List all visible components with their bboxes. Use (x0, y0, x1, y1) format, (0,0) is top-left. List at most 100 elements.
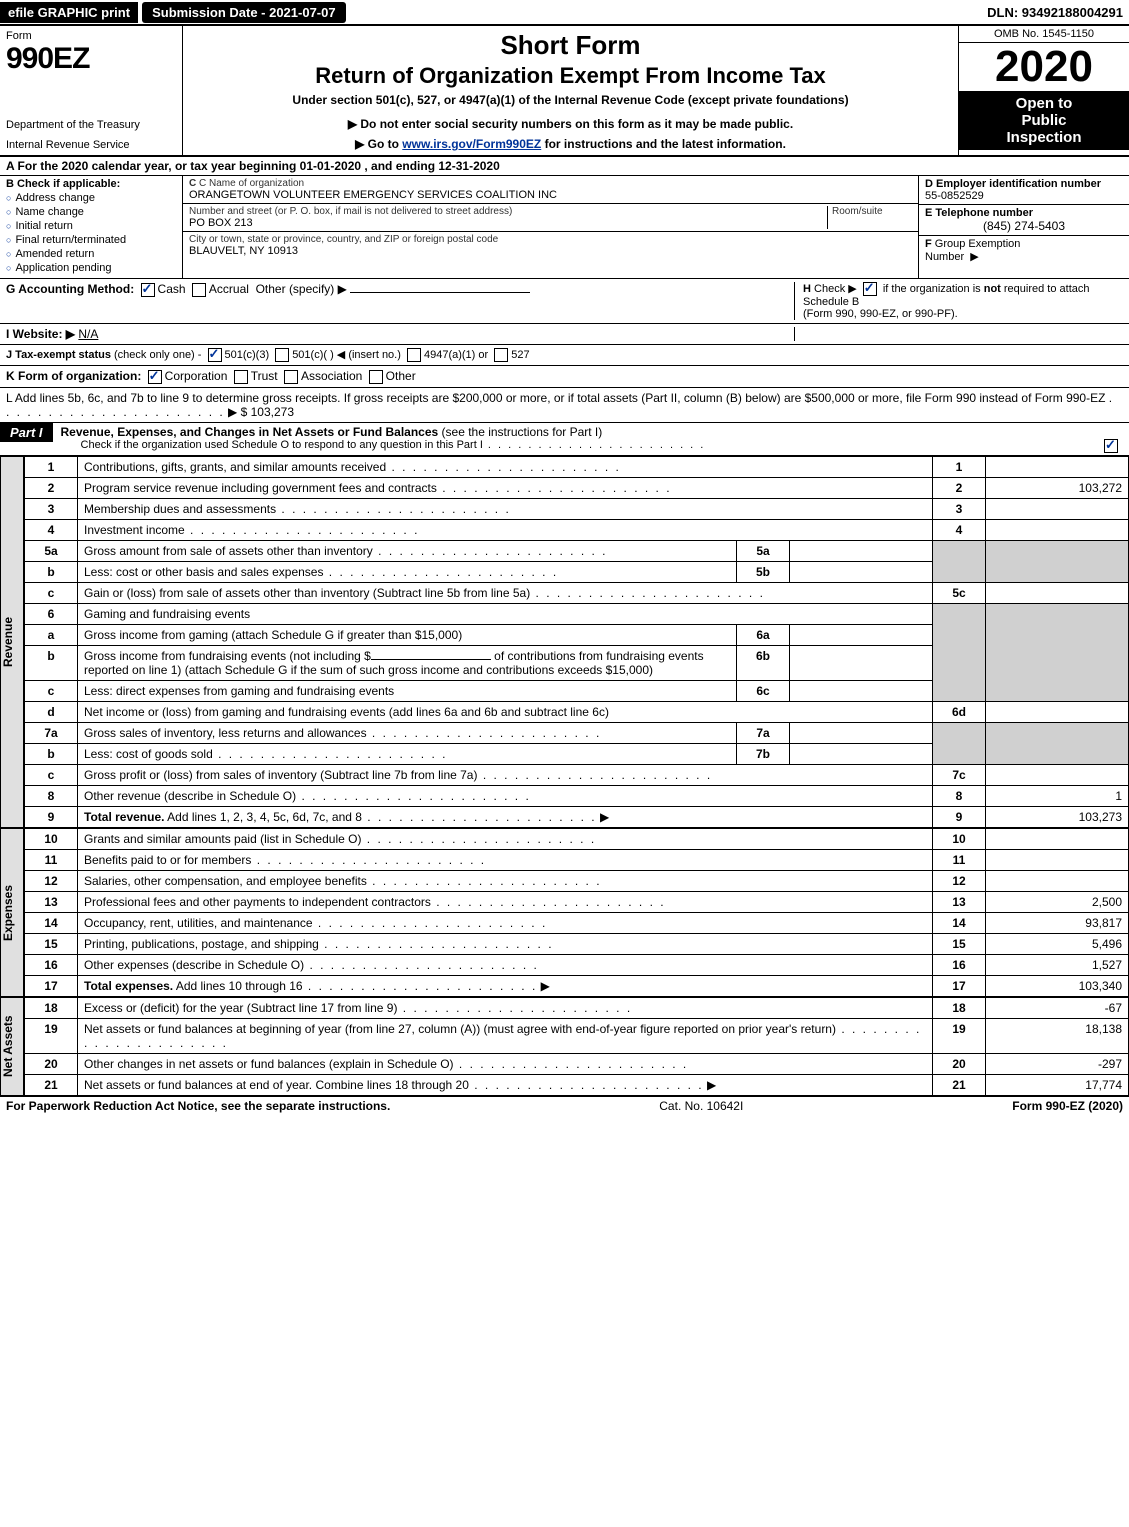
revenue-section: Revenue 1 Contributions, gifts, grants, … (0, 456, 1129, 828)
chk-527[interactable] (494, 348, 508, 362)
line-21: 21Net assets or fund balances at end of … (25, 1075, 1129, 1096)
netassets-section: Net Assets 18Excess or (deficit) for the… (0, 997, 1129, 1096)
part1-title: Revenue, Expenses, and Changes in Net As… (53, 423, 1129, 455)
form-header: Form 990EZ Department of the Treasury In… (0, 26, 1129, 157)
revenue-side-label: Revenue (0, 456, 24, 828)
inspection: Inspection (959, 129, 1129, 146)
line-7c: c Gross profit or (loss) from sales of i… (25, 765, 1129, 786)
j-checkonly: (check only one) - (114, 349, 204, 361)
i-label: I Website: ▶ (6, 327, 75, 341)
line-20: 20Other changes in net assets or fund ba… (25, 1054, 1129, 1075)
column-b: B Check if applicable: Address change Na… (0, 176, 183, 278)
other-label: Other (specify) ▶ (256, 282, 347, 296)
k-trust: Trust (251, 369, 278, 383)
line-3: 3 Membership dues and assessments 3 (25, 499, 1129, 520)
chk-trust[interactable] (234, 370, 248, 384)
chk-4947[interactable] (407, 348, 421, 362)
line-j: J Tax-exempt status (check only one) - 5… (0, 345, 1129, 366)
line-13: 13Professional fees and other payments t… (25, 892, 1129, 913)
d-label: D Employer identification number (925, 178, 1101, 190)
chk-application-pending[interactable]: Application pending (6, 262, 176, 274)
tel-value: (845) 274-5403 (925, 219, 1123, 233)
line-5a: 5a Gross amount from sale of assets othe… (25, 541, 1129, 562)
submission-date: Submission Date - 2021-07-07 (142, 2, 346, 23)
top-bar: efile GRAPHIC print Submission Date - 20… (0, 0, 1129, 26)
line-16: 16Other expenses (describe in Schedule O… (25, 955, 1129, 976)
open-to-public: Open to Public Inspection (959, 91, 1129, 150)
k-label: K Form of organization: (6, 369, 141, 383)
chk-part1-scheduleo[interactable] (1104, 439, 1118, 453)
cash-label: Cash (158, 282, 186, 296)
line-19: 19 Net assets or fund balances at beginn… (25, 1019, 1129, 1054)
ein-value: 55-0852529 (925, 190, 984, 202)
l-text: L Add lines 5b, 6c, and 7b to line 9 to … (6, 391, 1105, 405)
under-section: Under section 501(c), 527, or 4947(a)(1)… (191, 93, 950, 107)
chk-501c[interactable] (275, 348, 289, 362)
chk-other[interactable] (369, 370, 383, 384)
line-gh: G Accounting Method: Cash Accrual Other … (0, 279, 1129, 324)
form-label: Form (6, 30, 176, 42)
department: Department of the Treasury (6, 119, 176, 131)
chk-corp[interactable] (148, 370, 162, 384)
room-label: Room/suite (832, 206, 912, 217)
accrual-label: Accrual (209, 282, 249, 296)
efile-graphic-print: efile GRAPHIC print (0, 2, 138, 23)
open-to: Open to (959, 95, 1129, 112)
f-label: F Group ExemptionNumber ▶ (925, 238, 1020, 263)
h-text4: (Form 990, 990-EZ, or 990-PF). (803, 308, 958, 320)
public: Public (959, 112, 1129, 129)
chk-final-return[interactable]: Final return/terminated (6, 234, 176, 246)
goto-link[interactable]: www.irs.gov/Form990EZ (402, 137, 541, 151)
city-value: BLAUVELT, NY 10913 (189, 245, 912, 257)
chk-cash[interactable] (141, 283, 155, 297)
opt-501c3: 501(c)(3) (225, 349, 270, 361)
chk-address-change[interactable]: Address change (6, 192, 176, 204)
city-label: City or town, state or province, country… (189, 234, 912, 245)
chk-accrual[interactable] (192, 283, 206, 297)
chk-initial-return[interactable]: Initial return (6, 220, 176, 232)
goto-suffix: for instructions and the latest informat… (545, 137, 786, 151)
chk-501c3[interactable] (208, 348, 222, 362)
expenses-section: Expenses 10Grants and similar amounts pa… (0, 828, 1129, 997)
header-right: OMB No. 1545-1150 2020 Open to Public In… (959, 26, 1129, 155)
footer-right: Form 990-EZ (2020) (1012, 1099, 1123, 1113)
info-grid: B Check if applicable: Address change Na… (0, 176, 1129, 279)
opt-501c: 501(c)( ) ◀ (insert no.) (292, 349, 401, 361)
do-not-enter: ▶ Do not enter social security numbers o… (191, 117, 950, 131)
dln: DLN: 93492188004291 (987, 5, 1129, 20)
chk-name-change[interactable]: Name change (6, 206, 176, 218)
website-value: N/A (78, 327, 98, 341)
line-2: 2 Program service revenue including gove… (25, 478, 1129, 499)
h-text2: if the organization is (883, 283, 984, 295)
c-name-label: C C Name of organization (189, 178, 912, 189)
header-left: Form 990EZ Department of the Treasury In… (0, 26, 183, 155)
footer-mid: Cat. No. 10642I (390, 1099, 1012, 1113)
chk-h[interactable] (863, 282, 877, 296)
omb-number: OMB No. 1545-1150 (959, 26, 1129, 43)
chk-assoc[interactable] (284, 370, 298, 384)
l-amount: $ 103,273 (241, 405, 294, 419)
netassets-side-label: Net Assets (0, 997, 24, 1096)
k-other: Other (386, 369, 416, 383)
short-form-title: Short Form (191, 30, 950, 61)
line-k: K Form of organization: Corporation Trus… (0, 366, 1129, 388)
footer-left: For Paperwork Reduction Act Notice, see … (6, 1099, 390, 1113)
go-to-line: ▶ Go to www.irs.gov/Form990EZ for instru… (191, 137, 950, 151)
line-l: L Add lines 5b, 6c, and 7b to line 9 to … (0, 388, 1129, 423)
column-c: C C Name of organization ORANGETOWN VOLU… (183, 176, 918, 278)
opt-527: 527 (511, 349, 529, 361)
part1-header: Part I Revenue, Expenses, and Changes in… (0, 423, 1129, 456)
line-8: 8 Other revenue (describe in Schedule O)… (25, 786, 1129, 807)
k-corp: Corporation (165, 369, 228, 383)
col-b-header: B Check if applicable: (6, 178, 176, 190)
expenses-side-label: Expenses (0, 828, 24, 997)
line-18: 18Excess or (deficit) for the year (Subt… (25, 998, 1129, 1019)
goto-prefix: ▶ Go to (355, 137, 402, 151)
line-5c: c Gain or (loss) from sale of assets oth… (25, 583, 1129, 604)
e-label: E Telephone number (925, 207, 1033, 219)
line-15: 15Printing, publications, postage, and s… (25, 934, 1129, 955)
chk-amended-return[interactable]: Amended return (6, 248, 176, 260)
line-7a: 7a Gross sales of inventory, less return… (25, 723, 1129, 744)
column-def: D Employer identification number 55-0852… (918, 176, 1129, 278)
header-mid: Short Form Return of Organization Exempt… (183, 26, 959, 155)
